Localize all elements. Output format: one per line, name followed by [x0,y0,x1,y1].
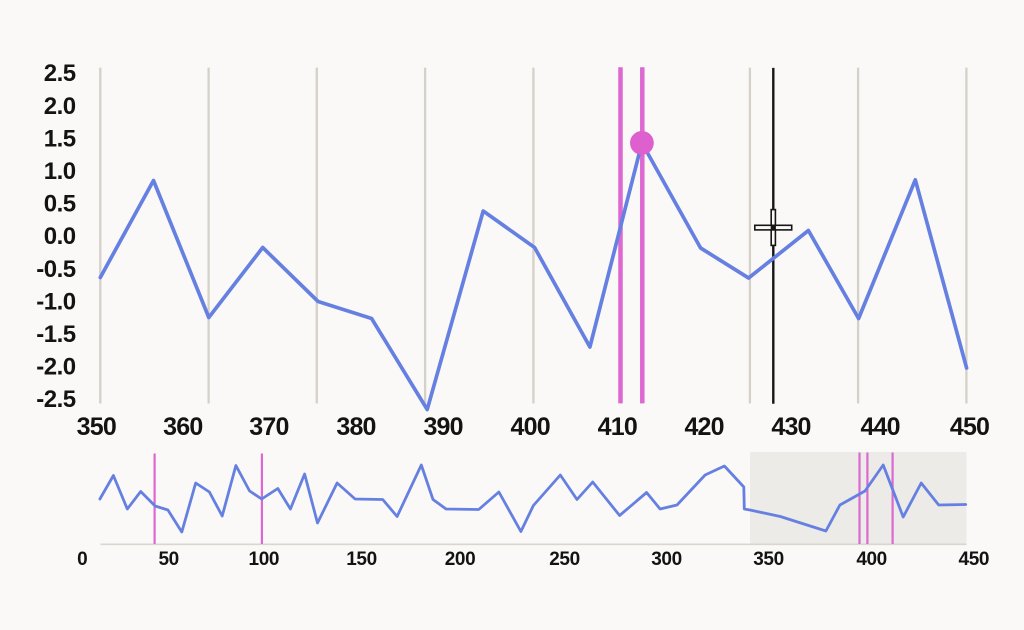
svg-text:450: 450 [959,549,990,570]
svg-text:0: 0 [77,549,87,570]
svg-text:350: 350 [77,413,116,441]
svg-text:2.0: 2.0 [44,93,76,120]
svg-text:400: 400 [856,549,887,570]
svg-text:-0.5: -0.5 [36,256,76,283]
svg-text:420: 420 [684,413,723,441]
svg-text:350: 350 [753,549,784,570]
svg-text:200: 200 [445,549,476,570]
svg-text:390: 390 [423,413,462,441]
svg-text:1.0: 1.0 [44,158,76,185]
svg-text:2.5: 2.5 [44,60,76,87]
svg-text:370: 370 [249,413,288,441]
svg-text:50: 50 [159,549,179,570]
svg-text:0.0: 0.0 [44,223,76,250]
svg-text:-2.0: -2.0 [36,354,76,381]
svg-text:450: 450 [950,413,989,441]
svg-text:410: 410 [598,413,637,441]
svg-text:300: 300 [651,549,682,570]
svg-text:1.5: 1.5 [44,125,76,152]
svg-text:-2.5: -2.5 [36,386,76,413]
svg-text:-1.5: -1.5 [36,321,76,348]
svg-text:380: 380 [336,413,375,441]
svg-text:440: 440 [860,413,899,441]
svg-text:-1.0: -1.0 [36,288,76,315]
svg-text:360: 360 [163,413,202,441]
svg-text:250: 250 [549,549,580,570]
svg-text:430: 430 [771,413,810,441]
svg-text:100: 100 [249,549,280,570]
svg-text:150: 150 [346,549,377,570]
svg-text:400: 400 [511,413,550,441]
svg-text:0.5: 0.5 [44,191,76,218]
